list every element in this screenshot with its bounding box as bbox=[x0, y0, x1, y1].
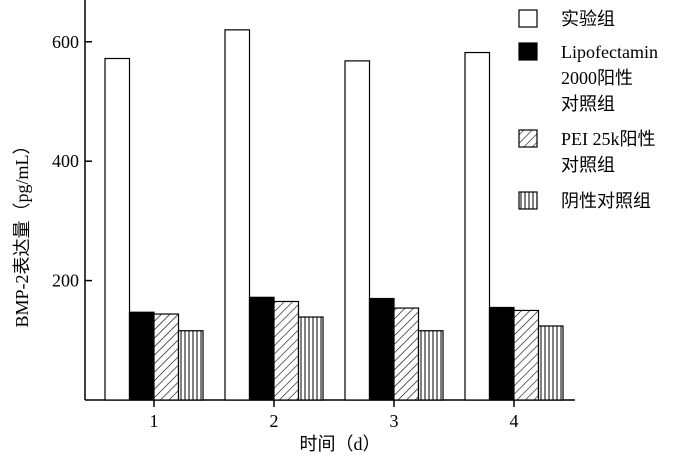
legend-swatch-series3 bbox=[518, 129, 538, 148]
bar-series3-cat3 bbox=[393, 307, 420, 401]
legend-swatch-series2 bbox=[518, 42, 538, 61]
bar-series1-cat2 bbox=[224, 29, 251, 401]
legend-swatch-series4 bbox=[518, 191, 538, 210]
x-axis-title: 时间（d） bbox=[300, 434, 381, 454]
bar-series2-cat4 bbox=[488, 306, 515, 401]
y-tick-label: 600 bbox=[52, 32, 79, 52]
bar-series4-cat2 bbox=[297, 316, 324, 401]
legend-label-series2: Lipofectamin bbox=[561, 42, 658, 62]
x-tick-label: 1 bbox=[150, 411, 159, 431]
bar-series2-cat2 bbox=[248, 296, 275, 401]
bar-series3-cat1 bbox=[153, 313, 180, 401]
x-tick-label: 4 bbox=[510, 411, 519, 431]
x-tick-label: 3 bbox=[390, 411, 399, 431]
bar-series1-cat4 bbox=[464, 51, 491, 401]
bar-series3-cat4 bbox=[513, 309, 540, 401]
legend-label-series2: 2000阳性 bbox=[561, 68, 633, 88]
legend-label-series2: 对照组 bbox=[561, 94, 615, 114]
y-tick-label: 200 bbox=[52, 271, 79, 291]
bar-series1-cat1 bbox=[104, 57, 131, 401]
y-ticks-group: 200 400 600 bbox=[52, 32, 92, 291]
x-tick-label: 2 bbox=[270, 411, 279, 431]
bar-series2-cat3 bbox=[368, 297, 395, 401]
bars-group bbox=[104, 29, 564, 401]
y-axis-title: BMP-2表达量（pg/mL） bbox=[12, 136, 32, 327]
legend-label-series1: 实验组 bbox=[561, 9, 615, 29]
bar-series3-cat2 bbox=[273, 300, 300, 401]
plot-area: 200 400 600 1 2 3 4 bbox=[52, 0, 575, 431]
x-ticks-group: 1 2 3 4 bbox=[150, 400, 519, 431]
y-tick-label: 400 bbox=[52, 151, 79, 171]
legend-label-series3: 对照组 bbox=[561, 155, 615, 175]
bar-series4-cat1 bbox=[177, 330, 204, 401]
legend-label-series3: PEI 25k阳性 bbox=[561, 129, 656, 149]
legend-label-series4: 阴性对照组 bbox=[561, 191, 651, 211]
bar-series1-cat3 bbox=[344, 60, 371, 401]
bar-series2-cat1 bbox=[128, 311, 155, 401]
bar-series4-cat3 bbox=[417, 330, 444, 401]
bar-series4-cat4 bbox=[537, 325, 564, 401]
legend-swatch-series1 bbox=[518, 9, 538, 28]
